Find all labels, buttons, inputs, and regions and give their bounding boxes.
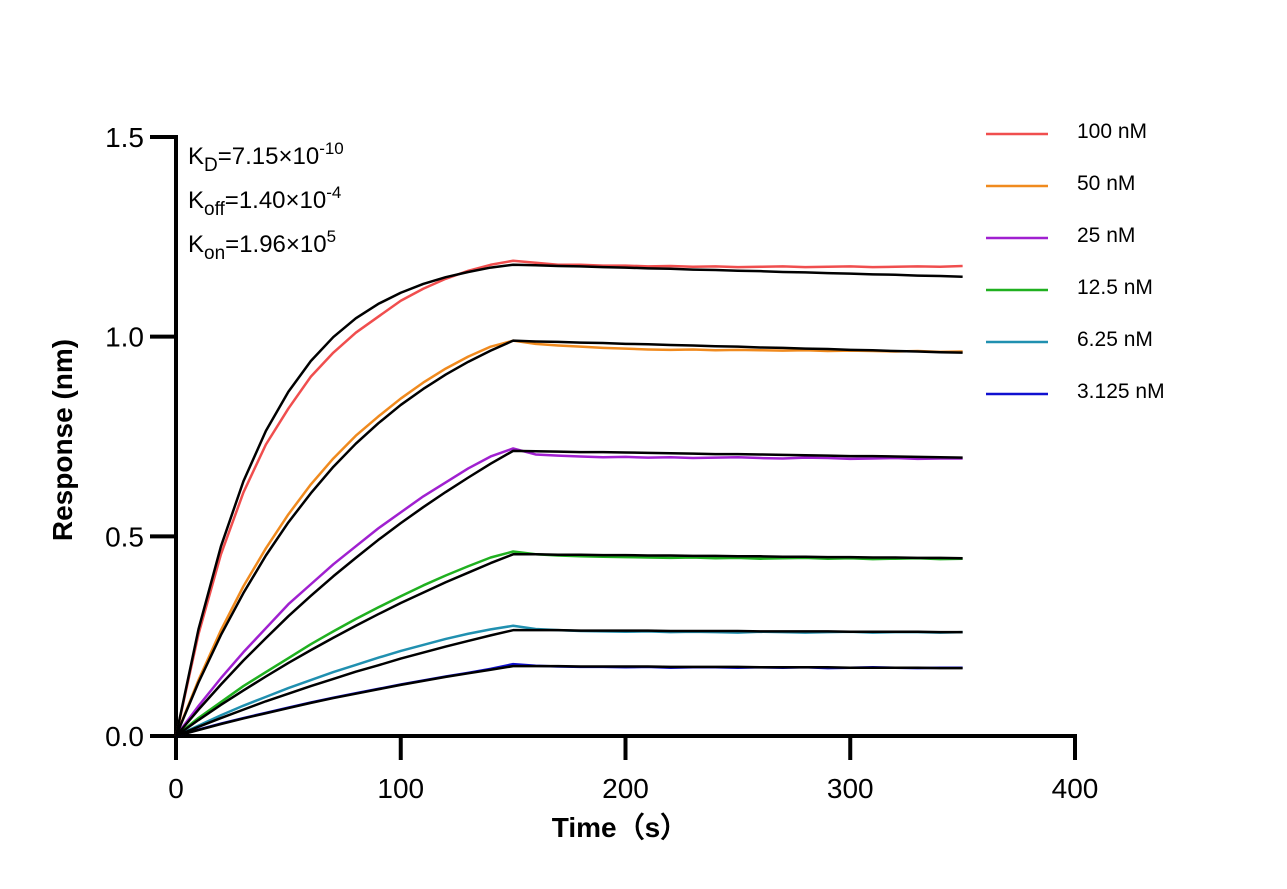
legend-label: 50 nM: [1077, 172, 1135, 195]
annotation-subscript: off: [204, 199, 226, 220]
y-tick-label: 1.0: [105, 322, 144, 353]
annotation-subscript: on: [204, 243, 225, 264]
y-tick-label: 0.5: [105, 521, 144, 552]
annotation-symbol: K: [188, 231, 204, 258]
y-axis-title: Response (nm): [47, 339, 78, 541]
data-line: [175, 624, 963, 738]
fit-line: [175, 553, 963, 738]
annotation-symbol: K: [188, 187, 204, 214]
legend-label: 6.25 nM: [1077, 328, 1153, 351]
y-tick-label: 1.5: [105, 122, 144, 153]
y-tick-label: 0.0: [105, 721, 144, 752]
data-line: [175, 550, 963, 737]
fit-line: [174, 339, 963, 737]
x-tick-label: 100: [377, 773, 424, 804]
annotation-exponent: 5: [327, 227, 336, 246]
annotation-symbol: K: [188, 143, 204, 170]
annotation-exponent: -4: [326, 183, 341, 202]
x-axis-title: Time（s）: [552, 811, 688, 843]
x-tick-label: 300: [827, 773, 874, 804]
data-line: [175, 447, 963, 737]
x-tick-label: 200: [602, 773, 649, 804]
fit-line: [175, 449, 963, 737]
data-line: [174, 259, 963, 737]
data-line: [174, 339, 963, 737]
annotation-subscript: D: [204, 155, 218, 176]
legend-label: 3.125 nM: [1077, 380, 1165, 403]
annotation-value: =1.40×10: [225, 187, 326, 214]
fit-line: [175, 628, 963, 738]
annotation: KD=7.15×10-10: [188, 139, 344, 176]
fit-line: [175, 664, 963, 738]
x-tick-label: 400: [1052, 773, 1099, 804]
annotation-value: =1.96×10: [225, 231, 326, 258]
x-tick-label: 0: [168, 773, 184, 804]
annotation-exponent: -10: [319, 139, 344, 158]
annotation: Kon=1.96×105: [188, 227, 336, 264]
legend-label: 100 nM: [1077, 120, 1147, 143]
data-line: [175, 662, 963, 738]
fit-line: [174, 263, 963, 737]
legend-label: 12.5 nM: [1077, 276, 1153, 299]
annotation: Koff=1.40×10-4: [188, 183, 341, 220]
legend-label: 25 nM: [1077, 224, 1135, 247]
annotation-value: =7.15×10: [218, 143, 319, 170]
